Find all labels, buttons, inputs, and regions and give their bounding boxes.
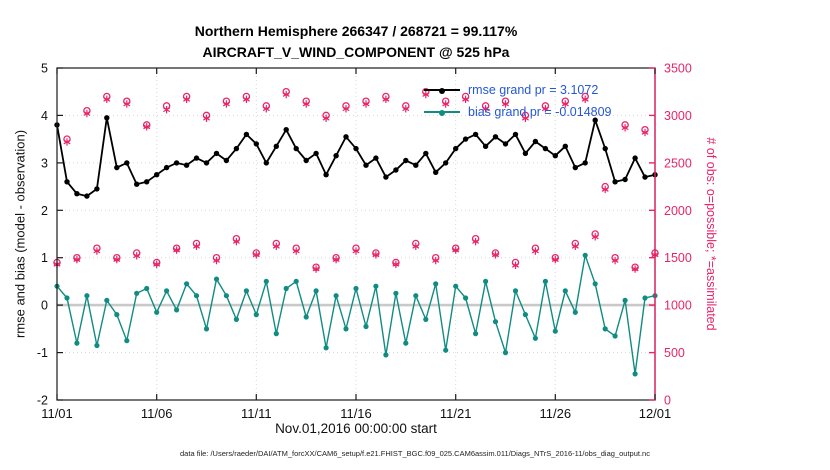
- y-axis-label-right: # of obs: o=possible; *=assimilated: [704, 137, 718, 331]
- data-file-path: data file: /Users/raeder/DAI/ATM_forcXX/…: [180, 449, 650, 458]
- legend-rmse-label: rmse grand pr = 3.1072: [468, 83, 599, 97]
- svg-text:11/16: 11/16: [340, 406, 372, 421]
- svg-text:2500: 2500: [664, 156, 692, 170]
- svg-text:2000: 2000: [664, 204, 692, 218]
- svg-text:-2: -2: [37, 394, 48, 408]
- svg-text:3500: 3500: [664, 62, 692, 76]
- svg-text:0: 0: [41, 299, 48, 313]
- svg-text:-1: -1: [37, 346, 48, 360]
- svg-text:11/21: 11/21: [440, 406, 472, 421]
- rmse-marker-icon: [439, 88, 445, 94]
- svg-text:0: 0: [664, 394, 671, 408]
- x-axis-label: Nov.01,2016 00:00:00 start: [275, 421, 437, 436]
- svg-text:11/26: 11/26: [540, 406, 572, 421]
- svg-text:11/01: 11/01: [41, 406, 73, 421]
- legend: rmse grand pr = 3.1072 bias grand pr = -…: [424, 79, 612, 123]
- svg-text:1: 1: [41, 251, 48, 265]
- bias-marker-icon: [439, 110, 445, 116]
- chart-title-line1: Northern Hemisphere 266347 / 268721 = 99…: [194, 23, 518, 39]
- svg-text:3: 3: [41, 156, 48, 170]
- svg-text:3000: 3000: [664, 109, 692, 123]
- legend-bias: bias grand pr = -0.014809: [424, 101, 612, 123]
- svg-text:12/01: 12/01: [639, 406, 672, 421]
- svg-text:4: 4: [41, 109, 48, 123]
- y-axis-label-left: rmse and bias (model - observation): [12, 129, 28, 339]
- legend-bias-label: bias grand pr = -0.014809: [468, 105, 612, 119]
- svg-text:2: 2: [41, 204, 48, 218]
- svg-text:5: 5: [41, 62, 48, 76]
- svg-text:11/06: 11/06: [141, 406, 173, 421]
- svg-text:1000: 1000: [664, 299, 692, 313]
- svg-text:11/11: 11/11: [241, 406, 272, 421]
- svg-text:500: 500: [664, 346, 685, 360]
- svg-text:1500: 1500: [664, 251, 692, 265]
- bias-line-sample: [424, 110, 460, 116]
- rmse-line-sample: [424, 88, 460, 94]
- legend-rmse: rmse grand pr = 3.1072: [424, 79, 612, 101]
- chart-title-line2: AIRCRAFT_V_WIND_COMPONENT @ 525 hPa: [202, 44, 510, 60]
